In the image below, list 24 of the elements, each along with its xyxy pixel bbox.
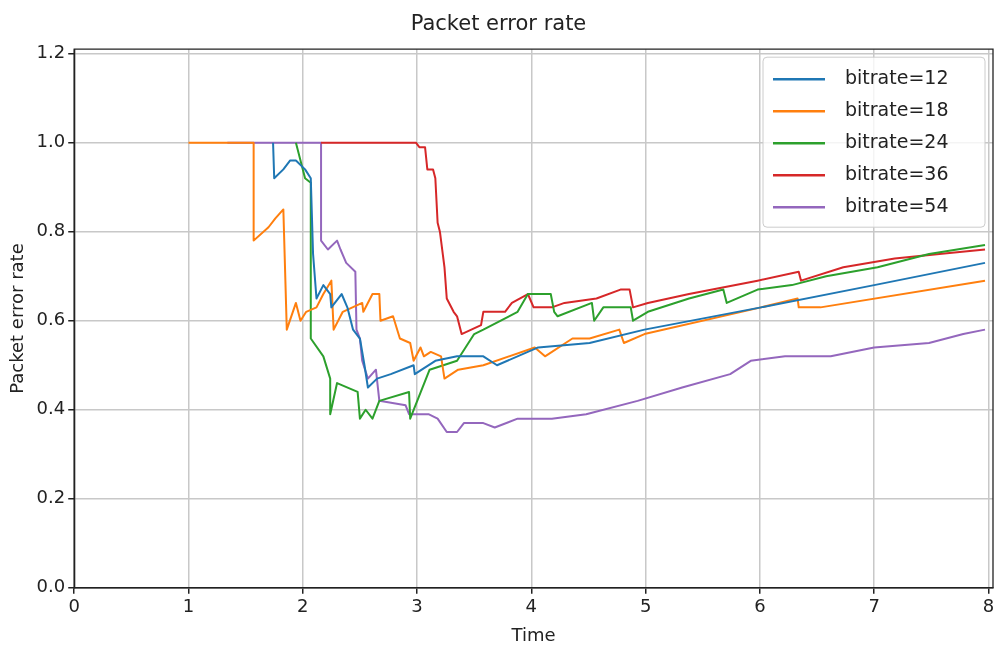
x-tick-label: 4: [525, 595, 538, 617]
y-tick-label: 0.6: [36, 308, 66, 330]
y-tick-label: 0.2: [36, 486, 66, 508]
x-tick-label: 6: [754, 595, 766, 617]
chart-title: Packet error rate: [410, 11, 587, 36]
legend-label: bitrate=18: [845, 98, 949, 121]
legend-label: bitrate=24: [845, 130, 949, 153]
y-tick-label: 1.0: [36, 130, 66, 152]
x-tick-label: 3: [411, 595, 423, 617]
legend-label: bitrate=54: [845, 194, 949, 217]
x-tick-label: 0: [68, 595, 80, 617]
x-axis-title: Time: [510, 623, 556, 645]
x-tick-label: 7: [868, 595, 880, 617]
x-tick-label: 5: [639, 595, 652, 617]
x-tick-label: 8: [982, 595, 995, 617]
x-tick-label: 2: [297, 595, 309, 617]
y-tick-label: 0.4: [36, 397, 66, 419]
legend-label: bitrate=12: [845, 66, 949, 89]
y-tick-label: 0.8: [36, 219, 66, 241]
y-tick-label: 1.2: [36, 41, 66, 63]
y-axis-title: Packet error rate: [6, 243, 28, 394]
y-tick-label: 0.0: [36, 575, 66, 597]
legend-label: bitrate=36: [845, 162, 949, 185]
x-tick-label: 1: [182, 595, 195, 617]
